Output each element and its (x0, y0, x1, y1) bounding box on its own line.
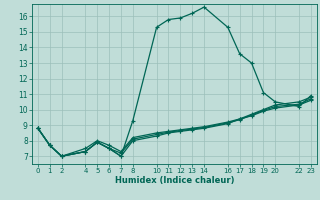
X-axis label: Humidex (Indice chaleur): Humidex (Indice chaleur) (115, 176, 234, 185)
